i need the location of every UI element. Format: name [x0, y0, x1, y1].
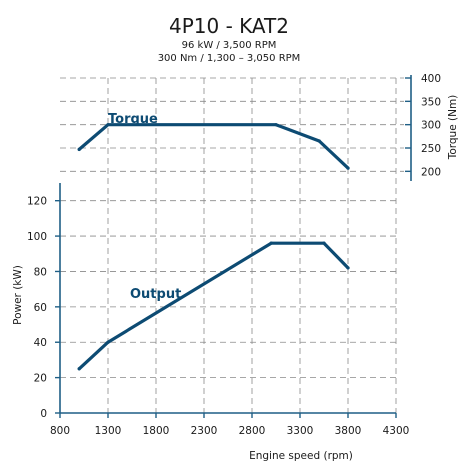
- power-tick-label: 100: [27, 231, 47, 243]
- output-line: [77, 241, 350, 371]
- x-tick-label: 800: [50, 425, 70, 437]
- torque-tick-label: 350: [421, 96, 441, 108]
- series-layer: [77, 123, 350, 371]
- x-tick-label: 1800: [143, 425, 170, 437]
- torque-point: [274, 123, 278, 127]
- torque-point: [317, 139, 321, 143]
- power-tick-label: 20: [34, 373, 47, 385]
- power-tick-label: 80: [34, 266, 47, 278]
- power-tick-label: 120: [27, 196, 47, 208]
- chart-subtitle-line-2: 300 Nm / 1,300 – 3,050 RPM: [158, 53, 301, 64]
- x-axis-label: Engine speed (rpm): [249, 450, 353, 462]
- x-tick-label: 1300: [95, 425, 122, 437]
- power-gridlines: [60, 78, 397, 413]
- torque-axis-label: Torque (Nm): [447, 95, 458, 161]
- output-point: [322, 241, 326, 245]
- torque-tick-labels: 200 250 300 350 400: [421, 73, 441, 178]
- x-tick-label: 2800: [239, 425, 266, 437]
- torque-series-label: Torque: [108, 112, 158, 127]
- power-tick-label: 0: [40, 408, 47, 420]
- torque-line: [77, 123, 350, 170]
- power-axis-label: Power (kW): [12, 265, 24, 325]
- x-tick-label: 4300: [383, 425, 410, 437]
- output-point: [269, 241, 273, 245]
- x-tick-labels: 800 1300 1800 2300 2800 3300 3800 4300: [50, 425, 409, 437]
- power-tick-label: 60: [34, 302, 47, 314]
- output-point: [346, 266, 350, 270]
- x-tick-label: 3800: [335, 425, 362, 437]
- torque-point: [346, 166, 350, 170]
- output-point: [77, 367, 81, 371]
- torque-tick-label: 300: [421, 120, 441, 132]
- chart-subtitle-line-1: 96 kW / 3,500 RPM: [182, 40, 277, 51]
- chart-title: 4P10 - KAT2: [169, 14, 289, 38]
- power-tick-label: 40: [34, 337, 47, 349]
- x-tick-label: 2300: [191, 425, 218, 437]
- torque-point: [106, 123, 110, 127]
- x-tick-label: 3300: [287, 425, 314, 437]
- torque-tick-label: 250: [421, 143, 441, 155]
- torque-point: [77, 147, 81, 151]
- output-point: [106, 340, 110, 344]
- torque-tick-label: 200: [421, 166, 441, 178]
- output-series-label: Output: [130, 287, 181, 302]
- axes: [55, 75, 412, 418]
- power-tick-labels: 0 20 40 60 80 100 120: [27, 196, 47, 420]
- torque-tick-label: 400: [421, 73, 441, 85]
